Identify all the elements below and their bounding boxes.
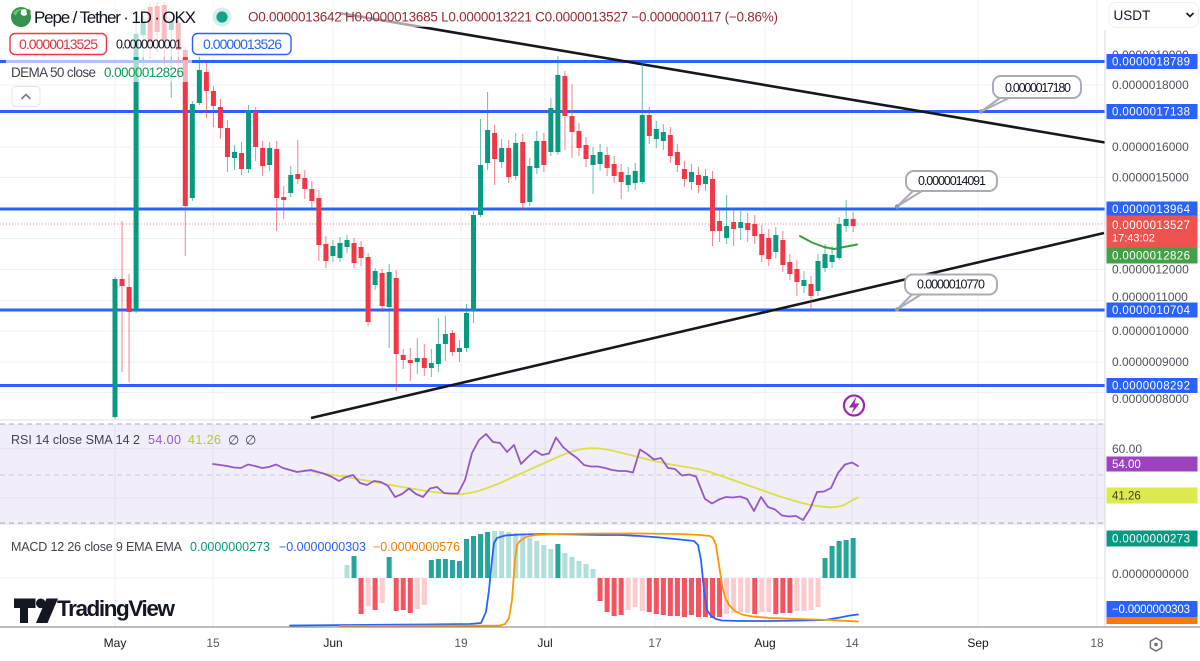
svg-text:17: 17	[648, 636, 662, 650]
svg-text:0.0000010000: 0.0000010000	[1112, 324, 1189, 338]
svg-text:0.0000000000: 0.0000000000	[1112, 567, 1189, 581]
svg-text:14: 14	[845, 636, 859, 650]
svg-text:−0.0000000576: −0.0000000576	[373, 540, 460, 554]
svg-text:−0.0000000303: −0.0000000303	[1112, 604, 1190, 616]
svg-text:0.0000014091: 0.0000014091	[918, 174, 986, 188]
svg-text:0.0000012826: 0.0000012826	[104, 65, 184, 80]
svg-text:Pepe / Tether · 1D · OKX: Pepe / Tether · 1D · OKX	[34, 8, 196, 27]
svg-text:Jun: Jun	[323, 636, 342, 650]
svg-text:∅: ∅	[245, 433, 256, 448]
svg-text:∅: ∅	[228, 433, 239, 448]
svg-text:0.0000010770: 0.0000010770	[917, 278, 985, 292]
svg-text:DEMA 50 close: DEMA 50 close	[11, 65, 96, 80]
svg-text:0.0000011000: 0.0000011000	[1112, 290, 1188, 304]
svg-text:54.00: 54.00	[148, 433, 181, 447]
svg-text:May: May	[104, 636, 127, 650]
svg-text:−0.0000000303: −0.0000000303	[279, 540, 366, 554]
svg-text:0.0000013527: 0.0000013527	[1112, 220, 1190, 232]
svg-text:USDT: USDT	[1114, 8, 1151, 23]
svg-text:15: 15	[206, 636, 220, 650]
svg-text:O0.0000013642 H0.0000013685 L0: O0.0000013642 H0.0000013685 L0.000001322…	[248, 10, 778, 25]
svg-text:0.0000012826: 0.0000012826	[1112, 251, 1190, 263]
svg-text:0.0000013964: 0.0000013964	[1112, 204, 1191, 216]
svg-text:60.00: 60.00	[1112, 442, 1142, 456]
svg-text:MACD 12 26 close 9 EMA EMA: MACD 12 26 close 9 EMA EMA	[11, 540, 183, 554]
svg-text:0.0000017180: 0.0000017180	[1005, 81, 1071, 95]
svg-text:Sep: Sep	[967, 636, 989, 650]
svg-text:RSI 14 close SMA 14 2: RSI 14 close SMA 14 2	[11, 433, 140, 447]
svg-text:0.0000013526: 0.0000013526	[203, 36, 282, 52]
svg-text:Jul: Jul	[537, 636, 552, 650]
svg-text:41.26: 41.26	[188, 433, 221, 447]
svg-text:0.0000018000: 0.0000018000	[1112, 78, 1189, 92]
svg-text:19: 19	[454, 636, 468, 650]
svg-text:0.0000000001: 0.0000000001	[116, 38, 182, 52]
svg-text:18: 18	[1090, 636, 1104, 650]
svg-text:17:43:02: 17:43:02	[1112, 233, 1155, 245]
svg-text:0.0000000273: 0.0000000273	[190, 540, 270, 554]
svg-text:0.0000000273: 0.0000000273	[1112, 534, 1190, 546]
svg-text:0.0000015000: 0.0000015000	[1112, 171, 1189, 185]
svg-text:0.0000008000: 0.0000008000	[1112, 392, 1189, 406]
svg-text:0.0000009000: 0.0000009000	[1112, 355, 1189, 369]
svg-text:41.26: 41.26	[1112, 491, 1141, 503]
svg-text:54.00: 54.00	[1112, 459, 1141, 471]
svg-text:0.0000018789: 0.0000018789	[1112, 57, 1190, 69]
svg-text:TradingView: TradingView	[57, 596, 175, 621]
svg-text:0.0000008292: 0.0000008292	[1112, 381, 1190, 393]
svg-text:0.0000010704: 0.0000010704	[1112, 305, 1191, 317]
svg-text:Aug: Aug	[754, 636, 775, 650]
svg-text:0.0000012000: 0.0000012000	[1112, 263, 1189, 277]
svg-text:0.0000017138: 0.0000017138	[1112, 107, 1190, 119]
svg-text:0.0000013525: 0.0000013525	[19, 36, 98, 52]
svg-text:0.0000016000: 0.0000016000	[1112, 140, 1189, 154]
